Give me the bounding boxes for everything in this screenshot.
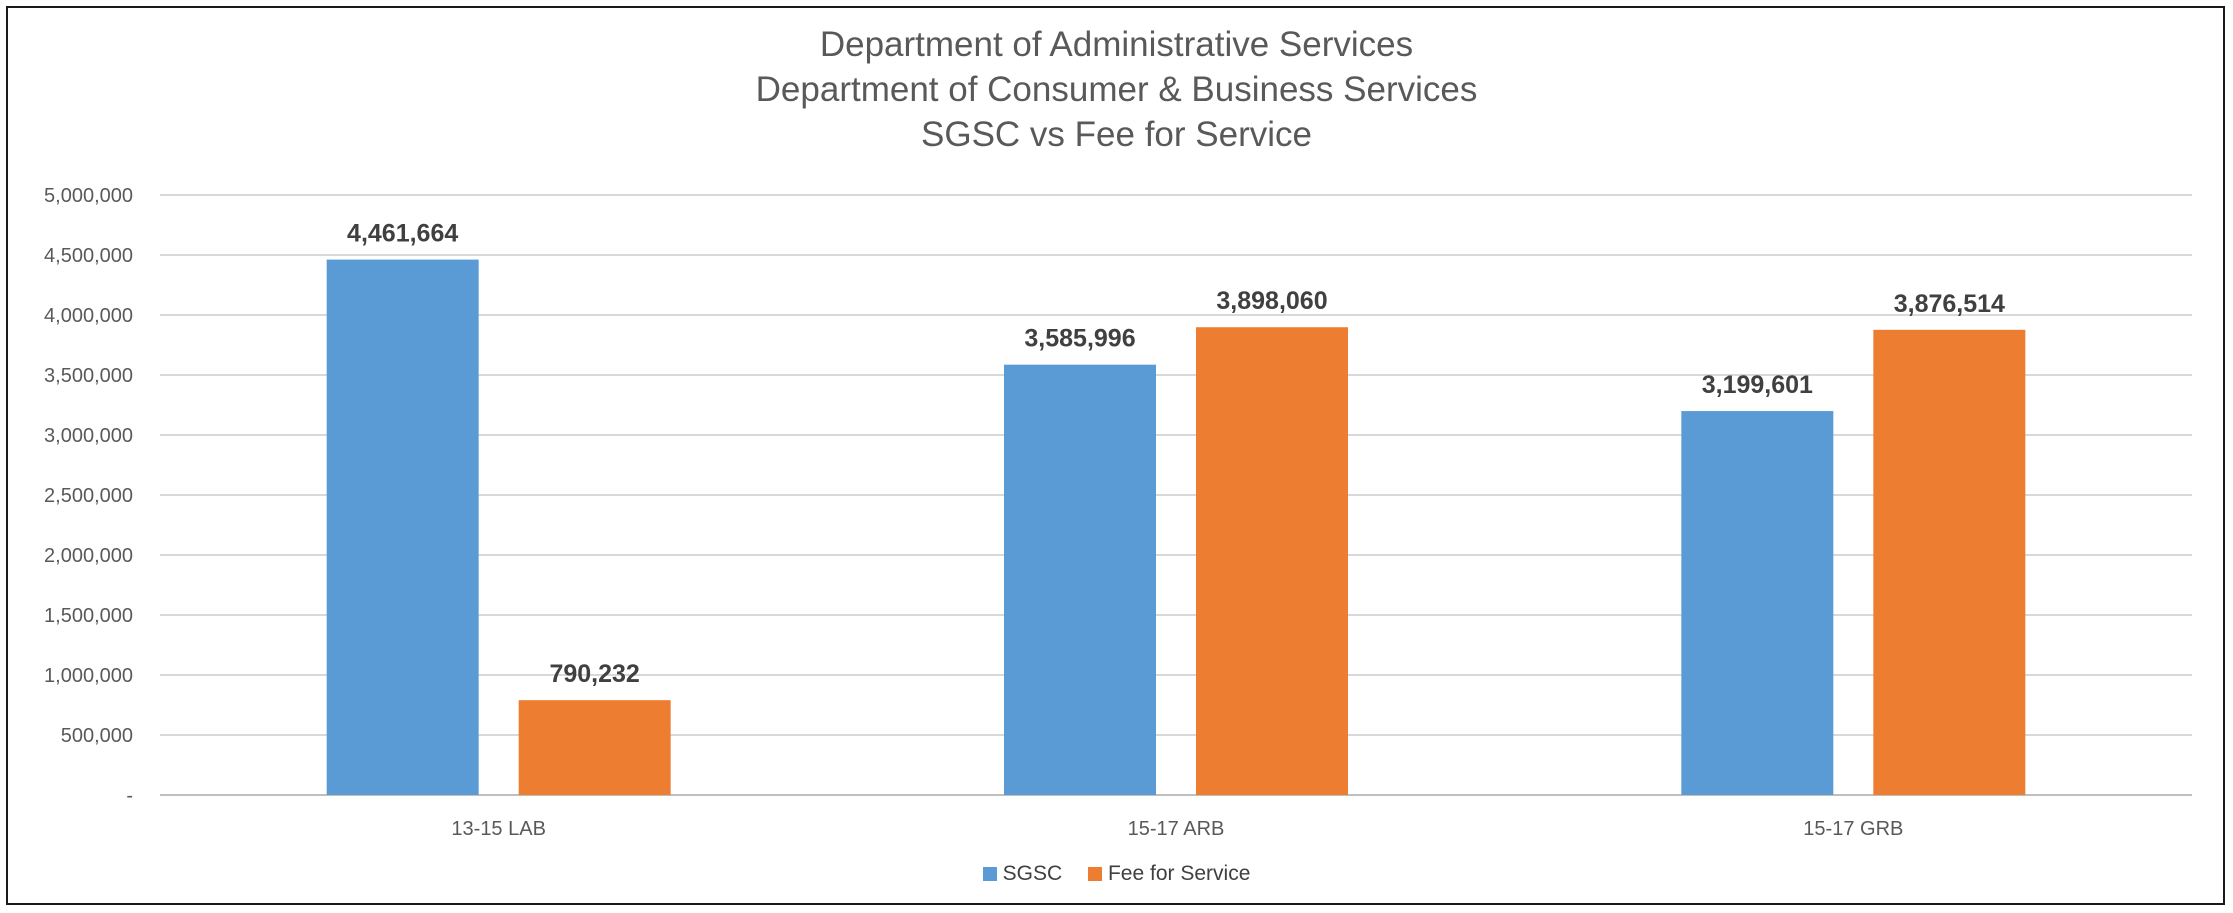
x-tick-label: 15-17 GRB bbox=[1803, 818, 1903, 840]
legend-item-fee-for-service: Fee for Service bbox=[1087, 862, 1251, 886]
bar bbox=[518, 700, 671, 795]
y-tick-label: 1,000,000 bbox=[44, 665, 133, 687]
data-label: 3,585,996 bbox=[1024, 325, 1135, 353]
legend-swatch-fee-for-service bbox=[1087, 867, 1102, 881]
bar bbox=[1004, 364, 1156, 795]
chart-title: Department of Administrative Services De… bbox=[0, 22, 2233, 157]
x-tick-label: 15-17 ARB bbox=[1128, 818, 1225, 840]
x-tick-label: 13-15 LAB bbox=[451, 818, 546, 840]
chart-title-line-3: SGSC vs Fee for Service bbox=[921, 115, 1312, 154]
y-tick-label: 3,000,000 bbox=[44, 425, 133, 447]
y-tick-label: 5,000,000 bbox=[44, 185, 133, 207]
bar bbox=[1196, 327, 1348, 795]
y-tick-label: 2,000,000 bbox=[44, 545, 133, 567]
bar bbox=[1681, 411, 1834, 795]
y-tick-label: 4,500,000 bbox=[44, 245, 133, 267]
legend-swatch-sgsc bbox=[982, 867, 997, 881]
y-tick-label: 500,000 bbox=[61, 725, 133, 747]
y-tick-label: 1,500,000 bbox=[44, 605, 133, 627]
bar bbox=[326, 259, 479, 795]
legend-item-sgsc: SGSC bbox=[982, 862, 1063, 886]
y-tick-label: 3,500,000 bbox=[44, 365, 133, 387]
data-label: 4,461,664 bbox=[347, 220, 458, 248]
data-label: 3,898,060 bbox=[1216, 287, 1327, 315]
data-label: 3,199,601 bbox=[1702, 371, 1813, 399]
y-tick-label: - bbox=[126, 785, 133, 807]
y-tick-label: 4,000,000 bbox=[44, 305, 133, 327]
legend-label-fee-for-service: Fee for Service bbox=[1107, 862, 1251, 885]
data-label: 790,232 bbox=[549, 660, 639, 688]
data-label: 3,876,514 bbox=[1894, 290, 2005, 318]
y-tick-label: 2,500,000 bbox=[44, 485, 133, 507]
bar bbox=[1873, 329, 2026, 795]
chart-title-line-2: Department of Consumer & Business Servic… bbox=[755, 70, 1478, 109]
legend-label-sgsc: SGSC bbox=[1002, 862, 1063, 885]
legend: SGSC Fee for Service bbox=[0, 862, 2233, 887]
chart-title-line-1: Department of Administrative Services bbox=[819, 25, 1414, 64]
